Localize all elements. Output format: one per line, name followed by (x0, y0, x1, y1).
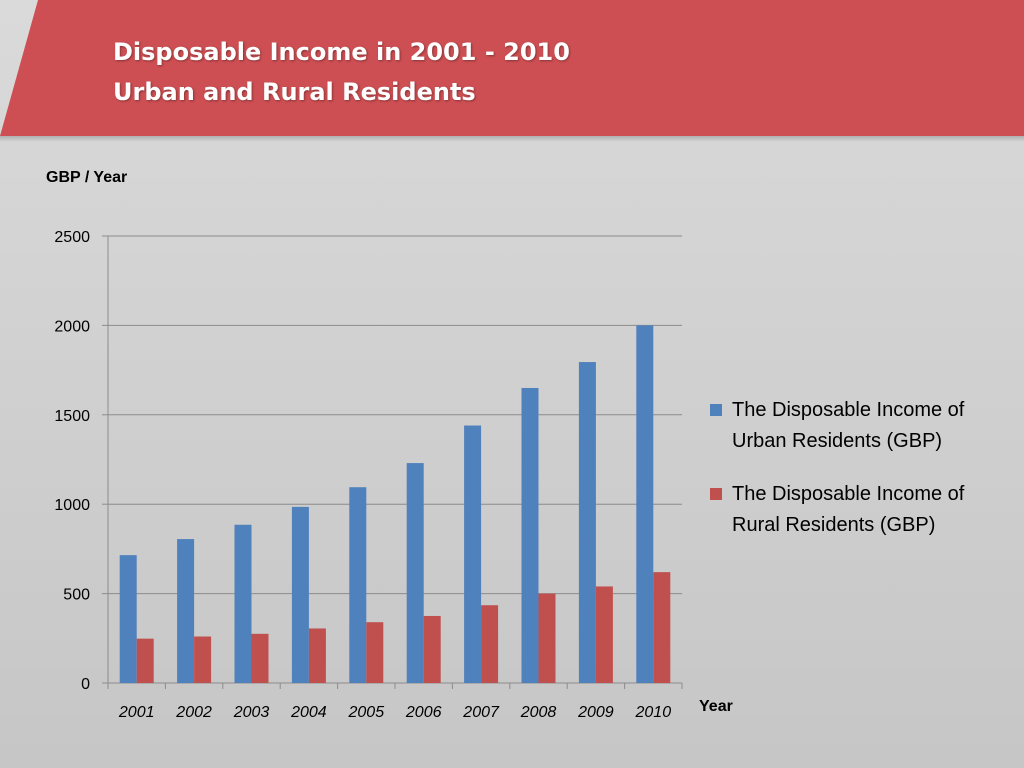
slide-title: Disposable Income in 2001 - 2010 Urban a… (113, 32, 570, 112)
legend-label-rural-line1: The Disposable Income of (732, 483, 965, 505)
bar-rural (481, 605, 499, 683)
bar-urban (578, 362, 596, 683)
bar-urban (177, 539, 195, 683)
bar-rural (136, 638, 154, 683)
bar-rural (595, 586, 613, 683)
bar-rural (538, 593, 556, 683)
legend-item-urban: The Disposable Income of Urban Residents… (710, 395, 1010, 457)
legend-label-rural-line2: Rural Residents (GBP) (732, 514, 936, 536)
title-banner (0, 0, 1024, 136)
legend-label-urban-line2: Urban Residents (GBP) (732, 430, 943, 452)
bar-urban (291, 506, 309, 683)
bar-rural (194, 636, 212, 683)
x-tick-label: 2002 (175, 704, 212, 721)
bar-urban (521, 387, 539, 683)
title-line-1: Disposable Income in 2001 - 2010 (113, 38, 570, 66)
x-tick-label: 2007 (462, 704, 500, 721)
x-tick-label: 2001 (118, 704, 155, 721)
bar-urban (406, 463, 424, 683)
chart-legend: The Disposable Income of Urban Residents… (710, 395, 1010, 563)
bar-urban (119, 555, 137, 683)
x-tick-label: 2003 (233, 704, 270, 721)
bar-urban (234, 524, 252, 683)
bar-rural (251, 633, 269, 683)
x-tick-label: 2006 (405, 704, 442, 721)
x-tick-label: 2008 (520, 704, 557, 721)
x-tick-label: 2004 (290, 704, 327, 721)
y-tick-label: 0 (81, 676, 90, 693)
bar-urban (464, 425, 482, 683)
bar-urban (349, 487, 367, 683)
bar-rural (423, 615, 441, 683)
y-tick-label: 1000 (54, 497, 90, 514)
banner-shadow (0, 136, 1024, 142)
legend-label-urban-line1: The Disposable Income of (732, 399, 965, 421)
legend-swatch-urban (710, 404, 722, 416)
x-tick-label: 2005 (348, 704, 385, 721)
y-tick-label: 2500 (54, 229, 90, 246)
y-tick-label: 2000 (54, 318, 90, 335)
bar-rural (366, 622, 384, 683)
bar-rural (653, 572, 671, 683)
legend-swatch-rural (710, 488, 722, 500)
y-tick-label: 1500 (54, 408, 90, 425)
bar-urban (636, 325, 654, 683)
x-axis-label: Year (699, 698, 733, 715)
bar-rural (308, 628, 326, 683)
x-tick-label: 2009 (577, 704, 614, 721)
legend-item-rural: The Disposable Income of Rural Residents… (710, 479, 1010, 541)
title-line-2: Urban and Rural Residents (113, 78, 476, 106)
y-axis-label: GBP / Year (46, 169, 128, 186)
y-tick-label: 500 (63, 587, 90, 604)
x-tick-label: 2010 (635, 704, 672, 721)
